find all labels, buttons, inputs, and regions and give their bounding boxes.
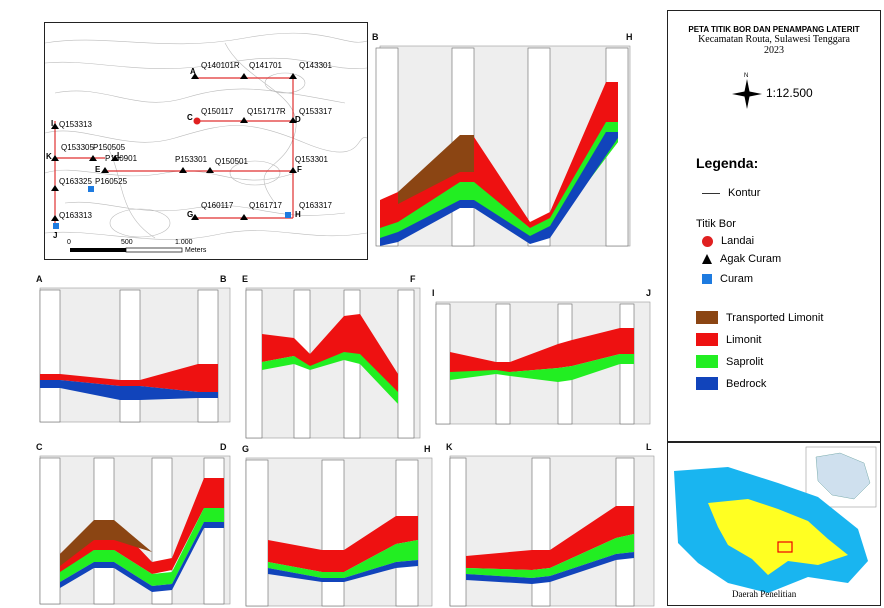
scale-unit: Meters [185,247,207,254]
point-label-q151717r: Q151717R [247,107,286,116]
inset-map: Daerah Penelitian [667,442,881,606]
point-label-p150901: P150901 [105,154,138,163]
section-ab-end: B [220,274,227,284]
point-label-l: L [117,151,122,160]
legend-year: 2023 [764,45,784,56]
section-bh-end: H [626,32,633,42]
section-gh-profile [245,457,433,607]
map-symbols [51,73,297,229]
point-label-c: C [187,113,193,122]
scale-label-500: 500 [121,239,133,246]
section-cd-start: C [36,442,43,452]
point-label-p160525: P160525 [95,177,128,186]
section-ab-start: A [36,274,43,284]
point-label-f: F [297,165,302,174]
section-ef-profile [245,287,421,439]
section-ef: E F [240,274,422,440]
legend-saprolit: Saprolit [696,355,763,368]
point-label-q153313: Q153313 [59,120,92,129]
legend-limonit: Limonit [696,333,761,346]
legend-subtitle: Kecamatan Routa, Sulawesi Tenggara [698,34,850,45]
point-label-q161717: Q161717 [249,201,282,210]
section-kl-profile [449,455,655,607]
north-label: N [744,73,749,79]
point-label-g: G [187,210,194,219]
legend-title: PETA TITIK BOR DAN PENAMPANG LATERIT [688,25,860,34]
inset-label: Daerah Penelitian [732,589,797,599]
legend-kontur: Kontur [702,187,760,199]
legend-transported-limonit: Transported Limonit [696,311,823,324]
limonit-swatch [696,333,718,346]
section-ij-start: I [432,288,435,298]
section-kl-start: K [446,442,453,452]
bedrock-swatch [696,377,718,390]
section-kl-end: L [646,442,652,452]
point-label-q153317: Q153317 [299,107,332,116]
section-cd-profile [39,455,231,605]
north-arrow-icon [732,79,762,109]
point-label-q163325: Q163325 [59,177,92,186]
point-label-q163313: Q163313 [59,211,92,220]
scale-label-1000: 1.000 [175,239,193,246]
point-label-q153301: Q153301 [295,155,328,164]
section-ij-profile [435,301,651,425]
section-gh: G H [240,444,436,608]
point-label-a: A [190,67,196,76]
legend-agak-curam: Agak Curam [702,253,781,265]
point-label-q143301: Q143301 [299,61,332,70]
blue-square-icon [702,274,712,284]
section-ef-start: E [242,274,249,284]
point-label-j: J [53,231,58,240]
contour-lines [45,32,367,240]
section-cd: C D [34,442,234,608]
legend-landai: Landai [702,235,754,247]
section-gh-end: H [424,444,431,454]
point-label-q153305: Q153305 [61,143,94,152]
transported-limonit-swatch [696,311,718,324]
map-canvas [45,32,367,253]
point-label-q140101r: Q140101R [201,61,240,70]
section-bh-profile [375,45,631,247]
point-label-q141701: Q141701 [249,61,282,70]
point-label-e: E [95,165,101,174]
section-bh: B H [370,32,638,250]
legend-titik-bor: Titik Bor [696,218,736,230]
drill-point-map: A Q140101R Q141701 Q143301 C Q150117 Q15… [44,22,368,260]
scale-bar [70,247,183,253]
saprolit-swatch [696,355,718,368]
section-gh-start: G [242,444,250,454]
point-label-h: H [295,210,301,219]
section-cd-end: D [220,442,227,452]
inset-map-canvas [674,446,877,593]
kontur-line-icon [702,192,720,194]
point-label-q150117: Q150117 [201,107,234,116]
section-ef-end: F [410,274,416,284]
section-kl: K L [444,442,658,608]
scale-label-0: 0 [67,239,71,246]
point-label-p150505: P150505 [93,143,126,152]
point-label-p153301: P153301 [175,155,208,164]
section-ij-end: J [646,288,652,298]
section-bh-start: B [372,32,379,42]
black-triangle-icon [702,254,712,264]
section-ij: I J [430,288,656,426]
point-label-q160117: Q160117 [201,201,234,210]
red-circle-icon [702,235,713,247]
legend-heading: Legenda: [696,155,759,171]
point-label-k: K [46,152,52,161]
legend-curam: Curam [702,273,753,285]
legend-panel: PETA TITIK BOR DAN PENAMPANG LATERIT Kec… [667,10,881,442]
section-ab-profile [39,287,231,423]
point-label-q163317: Q163317 [299,201,332,210]
point-label-q150501: Q150501 [215,157,248,166]
point-label-d: D [295,115,301,124]
point-label-i: I [51,119,54,128]
legend-bedrock: Bedrock [696,377,766,390]
section-ab: A B [34,274,234,426]
map-scale: 1:12.500 [766,86,813,100]
